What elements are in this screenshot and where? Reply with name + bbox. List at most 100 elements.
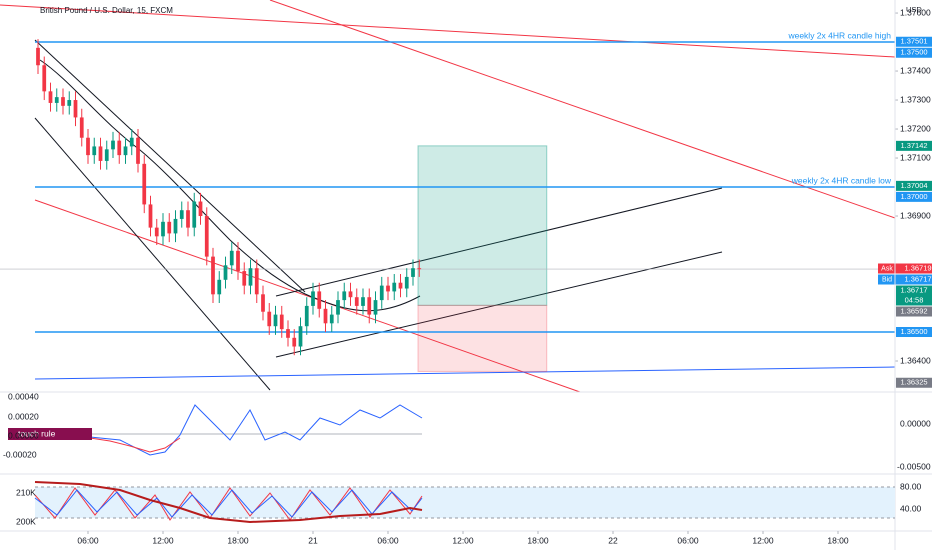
candle-body	[54, 97, 59, 103]
candle-body	[261, 294, 265, 312]
candle-body	[198, 201, 203, 217]
channel-line	[34, 117, 271, 391]
x-tick-label: 06:00	[377, 535, 399, 545]
y-tick-label: 1.36400	[900, 355, 931, 365]
candle-body	[404, 276, 409, 289]
candle-body	[298, 326, 303, 347]
price-tag	[896, 274, 932, 285]
macd-tick: 0.00000	[8, 430, 39, 440]
channel-line	[275, 187, 723, 297]
candle-body	[267, 311, 272, 327]
price-tag	[896, 377, 932, 388]
candle-body	[129, 137, 134, 147]
candle-body	[86, 137, 90, 156]
candle-body	[367, 297, 372, 315]
macd-pane: touch rule 0.00040 0.00020 0.00000 -0.00…	[3, 391, 931, 471]
price-tag	[896, 191, 932, 202]
price-tag-label: 1.37501	[900, 37, 927, 46]
candle-body	[42, 65, 47, 92]
candle-body	[373, 300, 378, 315]
x-tick-label: 06:00	[77, 535, 99, 545]
trend-line	[0, 4, 896, 58]
trend-line	[34, 366, 896, 380]
candle-body	[354, 297, 359, 306]
candle-body	[304, 305, 309, 327]
price-tag	[896, 327, 932, 338]
candle-body	[142, 163, 147, 205]
price-tag-prefix: Bid	[882, 276, 892, 283]
candle-body	[229, 250, 234, 266]
candle-body	[148, 204, 153, 228]
candle-body	[111, 140, 115, 150]
price-tag-label: 1.36325	[900, 378, 927, 387]
stoch-tick: 80.00	[900, 481, 922, 491]
price-tag-label: 1.37000	[900, 192, 927, 201]
price-tag-label: 1.36717	[904, 274, 931, 283]
price-tag	[896, 140, 932, 151]
channel-line	[275, 251, 723, 358]
price-tag	[896, 263, 932, 274]
chart-title: British Pound / U.S. Dollar, 15, FXCM	[40, 6, 173, 15]
macd-tick: -0.00500	[897, 461, 931, 471]
candle-body	[154, 227, 159, 237]
price-tag-prefix-bg	[878, 263, 896, 274]
stoch-tick: 210K	[16, 487, 36, 497]
candle-body	[386, 285, 390, 292]
level-label: weekly 2x 4HR candle high	[787, 30, 891, 40]
candle-body	[323, 308, 328, 324]
level-label: weekly 2x 4HR candle low	[791, 175, 892, 185]
candle-body	[211, 256, 215, 295]
candle-body	[161, 221, 165, 237]
candle-body	[286, 329, 290, 338]
x-tick-label: 12:00	[452, 535, 474, 545]
candle-body	[217, 279, 222, 295]
candle-body	[117, 140, 122, 156]
candle-body	[279, 314, 284, 330]
stoch-tick: 200K	[16, 516, 36, 526]
x-tick-label: 21	[308, 535, 318, 545]
macd-tick: 0.00020	[8, 411, 39, 421]
price-tag-label: 1.37004	[900, 181, 927, 190]
stoch-tick: 40.00	[900, 503, 922, 513]
price-tag-label: 1.36717	[900, 285, 927, 294]
y-tick-label: 1.37200	[900, 123, 931, 133]
candle-body	[311, 291, 315, 306]
candle-body	[398, 282, 403, 289]
y-tick-label: 1.37600	[900, 7, 931, 17]
trend-line	[269, 0, 896, 219]
price-tag	[896, 306, 932, 317]
candle-body	[192, 201, 197, 228]
price-tag-prefix: Ask	[881, 265, 893, 272]
candle-body	[329, 314, 334, 324]
x-tick-label: 18:00	[227, 535, 249, 545]
macd-line	[34, 404, 423, 456]
indicator-label: touch rule	[18, 428, 56, 438]
candle-body	[254, 268, 259, 295]
candle-body	[223, 265, 228, 280]
channel-line	[34, 39, 306, 293]
candle-body	[67, 100, 72, 106]
main-pane: weekly 2x 4HR candle high weekly 2x 4HR c…	[0, 7, 932, 388]
candle-body	[273, 314, 278, 327]
candle-body	[417, 268, 422, 270]
candle-body	[379, 285, 384, 301]
x-tick-label: 12:00	[152, 535, 174, 545]
candle-body	[236, 250, 240, 272]
candle-body	[79, 117, 84, 138]
candle-body	[292, 337, 297, 347]
countdown: 04:58	[905, 295, 924, 304]
candle-body	[361, 297, 365, 306]
candle-body	[186, 210, 190, 228]
volume-line	[34, 481, 423, 524]
candle-body	[179, 210, 184, 219]
candle-body	[348, 291, 353, 298]
candle-body	[336, 300, 340, 315]
candle-body	[342, 291, 347, 301]
candle-body	[392, 282, 397, 292]
candle-body	[204, 216, 209, 257]
x-tick-label: 18:00	[827, 535, 849, 545]
stoch-pane: 210K 200K 80.00 40.00	[16, 481, 922, 526]
candle-body	[48, 91, 53, 103]
